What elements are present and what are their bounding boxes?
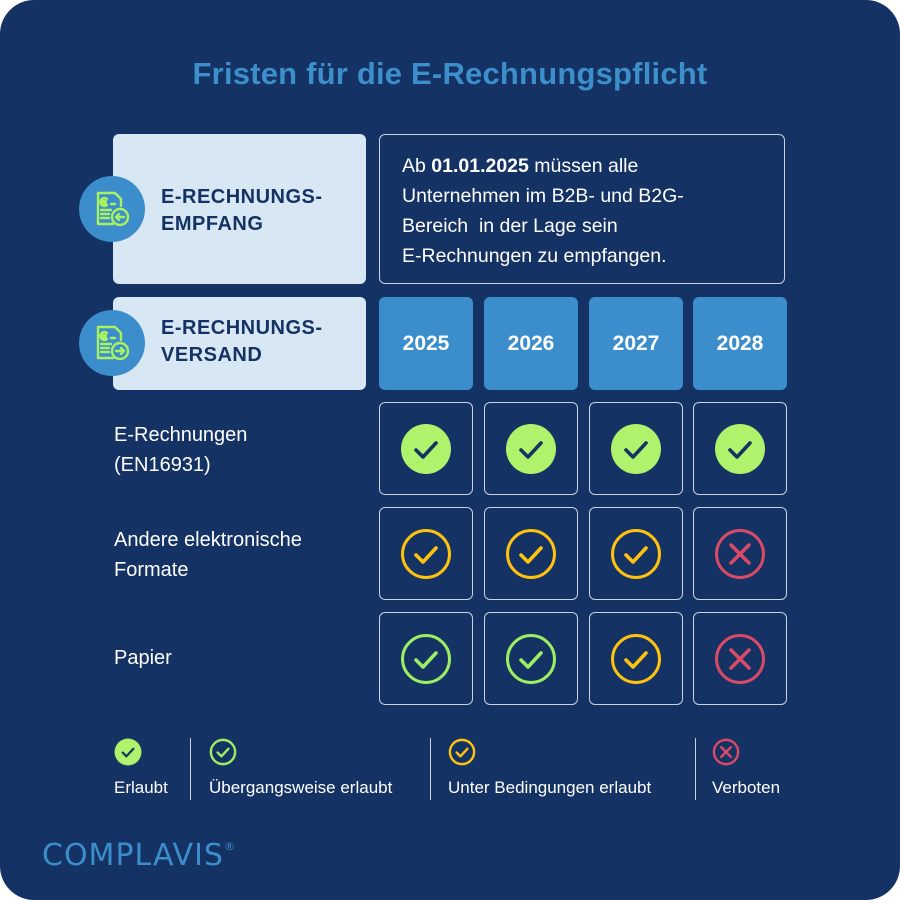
row-label-e-rechnungen: E-Rechnungen (EN16931) [114,424,248,476]
filled-check-icon [114,738,142,766]
filled-check-icon [506,423,556,474]
section-versand-label: E-RECHNUNGS- VERSAND [161,317,323,366]
year-header-2025: 2025 [379,297,473,390]
section-versand: E-RECHNUNGS- VERSAND [113,297,366,390]
cross-red-icon [715,633,765,684]
status-cell [693,402,787,495]
legend-uebergang: Übergangsweise erlaubt [209,738,392,797]
status-cell [484,507,578,600]
outline-check-yellow-icon [401,528,451,579]
section-empfang-label: E-RECHNUNGS- EMPFANG [161,186,323,235]
legend-erlaubt: Erlaubt [114,738,168,797]
legend-divider [190,738,191,800]
cross-red-icon [712,738,740,766]
outline-check-yellow-icon [611,528,661,579]
status-cell [484,402,578,495]
row-label-papier: Papier [114,647,172,669]
invoice-send-icon [79,310,145,376]
status-cell [589,612,683,705]
info-text: Ab 01.01.2025 müssen alle Unternehmen im… [402,155,684,267]
outline-check-yellow-icon [611,633,661,684]
filled-check-icon [715,423,765,474]
invoice-receive-icon [79,176,145,242]
outline-check-yellow-icon [506,528,556,579]
status-cell [379,612,473,705]
status-cell [379,402,473,495]
filled-check-icon [401,423,451,474]
outline-check-green-icon [401,633,451,684]
legend-verboten: Verboten [712,738,780,797]
year-header-2026: 2026 [484,297,578,390]
page-title: Fristen für die E-Rechnungspflicht [192,56,708,91]
legend-divider [695,738,696,800]
filled-check-icon [611,423,661,474]
outline-check-yellow-icon [448,738,476,766]
legend-divider [430,738,431,800]
year-header-2028: 2028 [693,297,787,390]
info-box: Ab 01.01.2025 müssen alle Unternehmen im… [379,134,785,284]
status-cell [484,612,578,705]
status-cell [693,507,787,600]
complavis-logo: COMPLAVIS® [42,838,236,873]
row-label-andere-formate: Andere elektronische Formate [114,529,302,581]
status-cell [589,402,683,495]
status-cell [379,507,473,600]
legend-bedingt: Unter Bedingungen erlaubt [448,738,651,797]
year-header-2027: 2027 [589,297,683,390]
status-cell [589,507,683,600]
status-cell [693,612,787,705]
cross-red-icon [715,528,765,579]
outline-check-green-icon [209,738,237,766]
outline-check-green-icon [506,633,556,684]
section-empfang: E-RECHNUNGS- EMPFANG [113,134,366,284]
